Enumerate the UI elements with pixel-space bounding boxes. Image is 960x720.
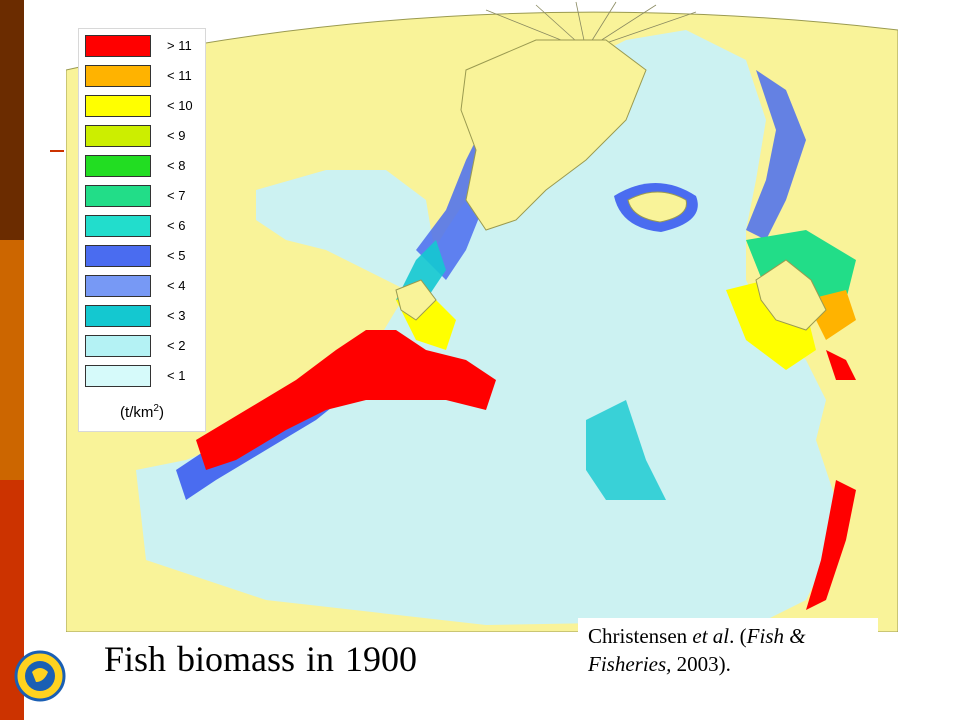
legend-label: < 4 [167,278,186,293]
atlantic-ocean-region [136,30,836,625]
sidebar-stripe-top [0,0,24,240]
legend-item: < 6 [85,215,203,239]
citation-journal-line2: Fisheries, [588,652,672,676]
legend-swatch [85,365,151,387]
na-shelf-red-band [196,330,496,470]
legend-unit-close: ) [158,404,164,421]
legend-swatch [85,35,151,57]
legend-item: > 11 [85,35,203,59]
slide-title: Fish biomass in 1900 [104,639,418,679]
legend-swatch [85,125,151,147]
title-background [84,634,444,692]
decorative-dash [50,150,64,152]
legend-item: < 5 [85,245,203,269]
citation-author: Christensen [588,624,693,648]
legend-unit-exponent: 2 [153,403,159,414]
legend-item: < 2 [85,335,203,359]
citation-after-etal: . ( [729,624,747,648]
baffin-bay-region [256,170,436,290]
citation-text: Christensen et al. (Fish & Fisheries, 200… [588,622,806,678]
legend-label: < 10 [167,98,193,113]
norway-shelf-band [746,70,806,240]
citation-year: 2003). [671,652,731,676]
biomass-map [66,0,898,632]
legend-swatch [85,215,151,237]
legend-swatch [85,305,151,327]
legend-label: > 11 [167,38,192,53]
legend-swatch [85,95,151,117]
legend-item: < 4 [85,275,203,299]
legend-swatch [85,185,151,207]
legend-label: < 8 [167,158,186,173]
legend-swatch [85,275,151,297]
sea-around-us-logo-icon [14,650,66,702]
citation-journal-line1: Fish & [746,624,806,648]
legend-swatch [85,155,151,177]
legend-label: < 11 [167,68,192,83]
legend-item: < 3 [85,305,203,329]
legend-label: < 5 [167,248,186,263]
legend-label: < 1 [167,368,186,383]
legend-item: < 1 [85,365,203,389]
legend-label: < 7 [167,188,186,203]
british-isles-land [755,259,827,331]
legend-swatch [85,335,151,357]
africa-coast-red [806,480,856,610]
greenland-land [460,39,647,231]
legend-label: < 9 [167,128,186,143]
sidebar-stripe-middle [0,240,24,480]
legend-swatch [85,245,151,267]
legend-item: < 9 [85,125,203,149]
legend-label: < 2 [167,338,186,353]
legend-label: < 3 [167,308,186,323]
citation-box: Christensen et al. (Fish & Fisheries, 200… [578,618,878,692]
citation-etal: et al [692,624,730,648]
legend-unit: (t/km2) [79,403,205,421]
iberia-coast-red [826,350,856,380]
legend-unit-base: (t/km [120,404,154,421]
iceland-land [627,191,687,223]
legend-item: < 7 [85,185,203,209]
legend-label: < 6 [167,218,186,233]
legend-item: < 11 [85,65,203,89]
legend-item: < 10 [85,95,203,119]
legend-item: < 8 [85,155,203,179]
legend-swatch [85,65,151,87]
newfoundland-land [395,279,437,321]
mid-atlantic-cyan-patch [586,400,666,500]
biomass-legend: > 11 < 11 < 10 < 9 < 8 < 7 < 6 < 5 < 4 <… [78,28,206,432]
